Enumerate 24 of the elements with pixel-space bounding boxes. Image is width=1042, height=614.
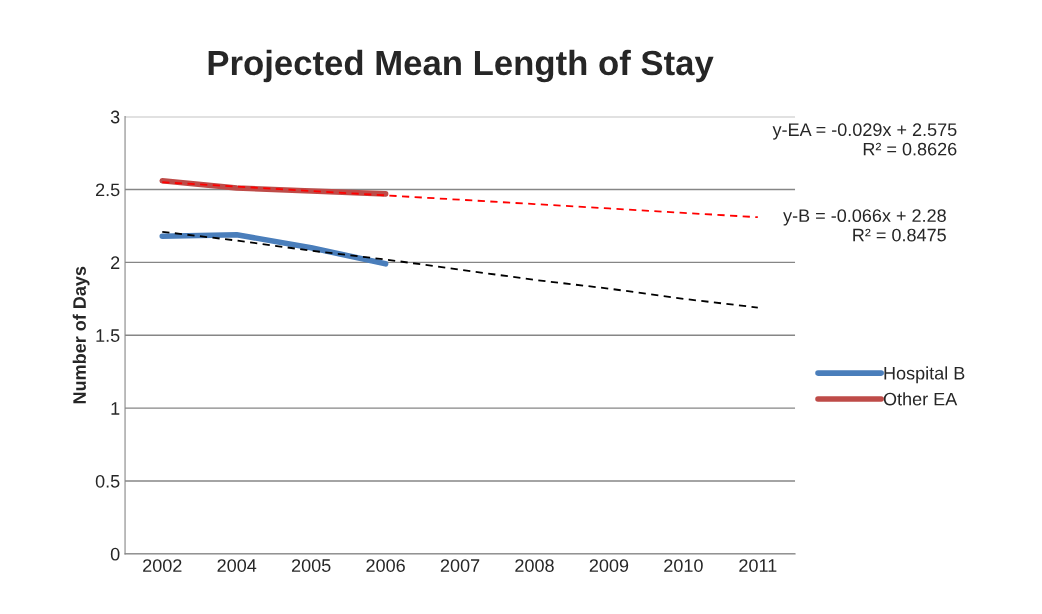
x-tick-label: 2006 <box>366 559 405 572</box>
chart-title: Projected Mean Length of Stay <box>208 49 714 83</box>
legend-label: Hospital B <box>884 366 965 384</box>
y-tick-label: 2 <box>111 256 120 269</box>
y-tick-label: 1 <box>111 402 120 415</box>
y-tick-label: 3 <box>110 110 120 124</box>
x-tick-label: 2004 <box>217 559 257 572</box>
y-tick-label: 1.5 <box>96 329 120 342</box>
y-axis-title: Number of Days <box>72 266 90 404</box>
annotation: y-B = -0.066x + 2.28 R² = 0.8475 <box>783 209 946 242</box>
x-tick-label: 2009 <box>589 559 629 572</box>
x-tick-label: 2002 <box>143 559 182 572</box>
line-series <box>161 230 759 309</box>
annotation: y-EA = -0.029x + 2.575 R² = 0.8626 <box>772 123 957 156</box>
x-tick-label: 2010 <box>664 559 703 572</box>
legend-label: Other EA <box>883 392 958 406</box>
y-tick-label: 0 <box>110 547 120 561</box>
x-tick-label: 2005 <box>291 559 331 572</box>
y-tick-label: 2.5 <box>95 183 120 197</box>
y-tick-label: 0.5 <box>95 474 120 488</box>
line-series <box>161 181 759 219</box>
x-tick-label: 2007 <box>440 559 480 572</box>
x-tick-label: 2008 <box>515 559 554 572</box>
x-tick-label: 2011 <box>739 559 777 572</box>
